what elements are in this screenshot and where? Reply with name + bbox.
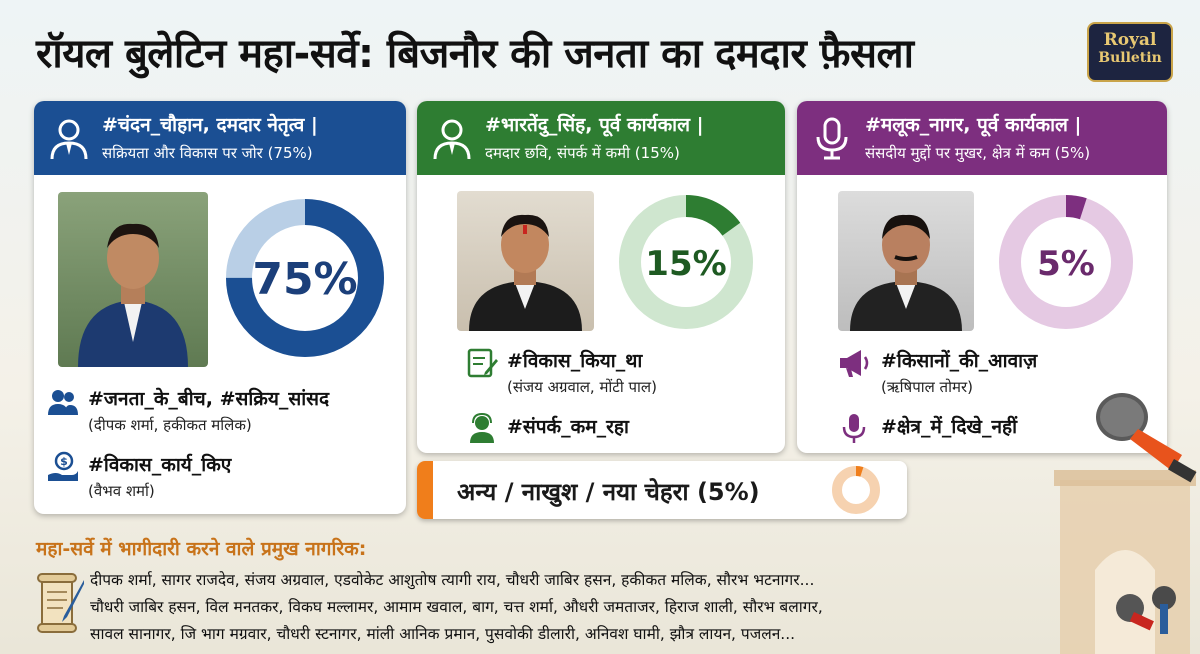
candidate-card-chandan: #चंदन_चौहान, दमदार नेतृत्व | सक्रियता और… [34,101,406,514]
participants-line: सावल सानागर, जि भाग मग्रवार, चौधरी स्टना… [90,625,796,643]
candidate-photo [838,191,974,331]
percent-label: 5% [1037,244,1095,284]
logo-line1: Royal [1103,30,1157,50]
other-votes-box: अन्य / नाखुश / नया चेहरा (5%) [417,461,907,519]
edit-document-icon [467,348,498,378]
card-header-subtitle: सक्रियता और विकास पर जोर (75%) [102,144,313,162]
card-header-title: #मलूक_नागर, पूर्व कार्यकाल | [865,114,1082,136]
highlight-source: (संजय अग्रवाल, मोंटी पाल) [507,378,657,396]
svg-text:$: $ [60,455,68,468]
card-header: #भारतेंदु_सिंह, पूर्व कार्यकाल | दमदार छ… [417,101,785,175]
highlight-source: (वैभव शर्मा) [88,482,155,500]
candidate-card-bhartendu: #भारतेंदु_सिंह, पूर्व कार्यकाल | दमदार छ… [417,101,785,453]
card-header-subtitle: संसदीय मुद्दों पर मुखर, क्षेत्र में कम (… [865,144,1091,162]
support-person-icon [470,412,494,443]
other-votes-label: अन्य / नाखुश / नया चेहरा (5%) [457,478,760,506]
microphone-icon [1116,586,1176,634]
hand-coin-icon: $ [48,451,78,481]
donut-arc [619,195,753,329]
card-header: #मलूक_नागर, पूर्व कार्यकाल | संसदीय मुद्… [797,101,1167,175]
microphone-icon [1096,393,1197,483]
other-donut-chart [832,466,880,514]
highlight-source: (ऋषिपाल तोमर) [881,378,973,396]
card-header-title: #चंदन_चौहान, दमदार नेतृत्व | [102,114,318,136]
candidate-photo [457,191,594,331]
highlight-title: #क्षेत्र_में_दिखे_नहीं [881,416,1018,438]
participants-line: चौधरी जाबिर हसन, विल मनतकर, विकघ मल्लामर… [90,598,823,616]
support-donut-chart: 75% [226,199,384,357]
donut-arc [226,199,384,357]
microphone-icon [816,117,848,160]
highlight-title: #विकास_कार्य_किए [88,454,232,476]
participants-title: महा-सर्वे में भागीदारी करने वाले प्रमुख … [36,538,367,560]
support-donut-chart: 15% [619,195,753,329]
highlight-title: #किसानों_की_आवाज़ [881,350,1038,372]
leader-person-icon [433,119,471,160]
percent-label: 75% [252,254,357,305]
donut-arc [999,195,1133,329]
card-header-subtitle: दमदार छवि, संपर्क में कमी (15%) [485,144,680,162]
people-icon [48,390,78,415]
support-donut-chart: 5% [999,195,1133,329]
card-header: #चंदन_चौहान, दमदार नेतृत्व | सक्रियता और… [34,101,406,175]
candidate-photo [58,192,208,367]
candidate-card-maluk: #मलूक_नागर, पूर्व कार्यकाल | संसदीय मुद्… [797,101,1167,453]
donut-arc [832,466,880,514]
highlight-title: #जनता_के_बीच, #सक्रिय_सांसद [88,388,330,410]
megaphone-icon [840,350,869,377]
scroll-quill-icon [37,573,84,633]
highlight-source: (दीपक शर्मा, हकीकत मलिक) [88,416,252,434]
participants-line: दीपक शर्मा, सागर राजदेव, संजय अग्रवाल, ए… [90,571,815,589]
accent-bar [417,461,433,519]
highlight-title: #विकास_किया_था [507,350,643,372]
leader-person-icon [50,119,88,160]
percent-label: 15% [645,244,726,284]
card-header-title: #भारतेंदु_सिंह, पूर्व कार्यकाल | [485,114,704,136]
microphone-icon [842,414,866,443]
logo-line2: Bulletin [1098,50,1162,66]
royal-bulletin-logo: Royal Bulletin [1087,22,1173,82]
page-title: रॉयल बुलेटिन महा-सर्वे: बिजनौर की जनता क… [36,31,914,77]
highlight-title: #संपर्क_कम_रहा [507,416,629,438]
